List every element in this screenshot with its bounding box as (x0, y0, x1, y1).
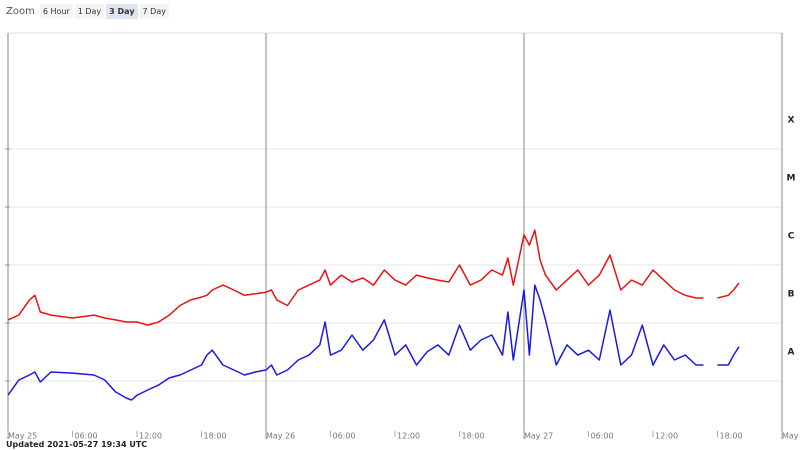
y-tick-label: B (788, 290, 795, 300)
updated-time: Updated 2021-05-27 19:34 UTC (6, 440, 148, 449)
y-tick-label: C (788, 232, 795, 242)
x-tick-label: 12:00 (139, 432, 162, 441)
x-tick-label: 12:00 (655, 432, 678, 441)
x-tick-label: May 25 (8, 432, 37, 441)
x-tick-label: May 28 (782, 432, 800, 441)
zoom-button[interactable]: 3 Day (106, 4, 138, 19)
x-tick-label: 06:00 (591, 432, 614, 441)
x-tick-label: 18:00 (462, 432, 485, 441)
x-tick-label: May 26 (266, 432, 295, 441)
zoom-button[interactable]: 7 Day (139, 4, 169, 19)
zoom-button[interactable]: 1 Day (74, 4, 105, 19)
zoom-bar: Zoom 6 Hour 1 Day 3 Day 7 Day (6, 4, 169, 19)
x-tick-label: 06:00 (333, 432, 356, 441)
y-tick-label: A (788, 348, 795, 358)
x-tick-label: May 27 (524, 432, 553, 441)
y-tick-label: M (787, 174, 796, 184)
x-tick-label: 18:00 (720, 432, 743, 441)
zoom-label: Zoom (6, 6, 35, 17)
x-tick-label: 12:00 (397, 432, 420, 441)
flux-line (7, 229, 740, 326)
flux-line (7, 284, 740, 401)
x-tick-label: 18:00 (204, 432, 227, 441)
chart: A B C M X May 25 06:00 12:00 18:00 May 26 06:00 12:… (5, 32, 800, 441)
x-tick-label: 06:00 (75, 432, 98, 441)
zoom-button[interactable]: 6 Hour (39, 4, 73, 19)
y-tick-label: X (788, 116, 795, 126)
